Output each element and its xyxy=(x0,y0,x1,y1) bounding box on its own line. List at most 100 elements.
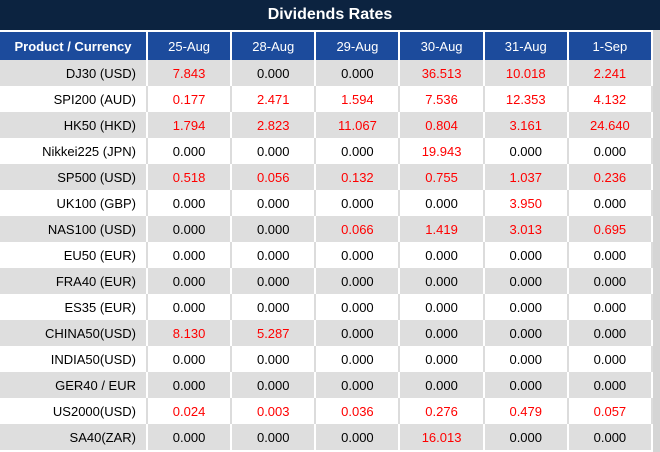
value-cell: 0.003 xyxy=(232,398,317,424)
table-row: US2000(USD) 0.024 0.003 0.036 0.276 0.479 0.05… xyxy=(0,398,653,424)
value-cell: 1.594 xyxy=(316,86,401,112)
value-cell: 0.000 xyxy=(316,424,401,450)
value-cell: 12.353 xyxy=(485,86,569,112)
column-header-date: 28-Aug xyxy=(232,32,317,60)
product-cell: Nikkei225 (JPN) xyxy=(0,138,148,164)
table-row: HK50 (HKD) 1.794 2.823 11.067 0.804 3.161 24.6… xyxy=(0,112,653,138)
value-cell: 0.000 xyxy=(316,268,401,294)
product-cell: SA40(ZAR) xyxy=(0,424,148,450)
value-cell: 5.287 xyxy=(232,320,317,346)
value-cell: 11.067 xyxy=(316,112,401,138)
value-cell: 0.000 xyxy=(316,294,401,320)
value-cell: 0.000 xyxy=(400,320,485,346)
value-cell: 10.018 xyxy=(485,60,569,86)
value-cell: 0.000 xyxy=(569,424,653,450)
product-cell: HK50 (HKD) xyxy=(0,112,148,138)
value-cell: 0.236 xyxy=(569,164,653,190)
value-cell: 16.013 xyxy=(400,424,485,450)
value-cell: 0.804 xyxy=(400,112,485,138)
value-cell: 0.000 xyxy=(485,346,569,372)
value-cell: 0.000 xyxy=(400,268,485,294)
table-body: DJ30 (USD) 7.843 0.000 0.000 36.513 10.018 2.2… xyxy=(0,60,653,450)
title-separator xyxy=(0,30,660,32)
value-cell: 4.132 xyxy=(569,86,653,112)
table-row: UK100 (GBP) 0.000 0.000 0.000 0.000 3.950 0.00… xyxy=(0,190,653,216)
value-cell: 0.000 xyxy=(485,372,569,398)
value-cell: 0.000 xyxy=(485,294,569,320)
value-cell: 0.755 xyxy=(400,164,485,190)
value-cell: 0.000 xyxy=(232,294,317,320)
value-cell: 0.276 xyxy=(400,398,485,424)
right-gutter xyxy=(653,30,660,452)
value-cell: 0.000 xyxy=(316,242,401,268)
value-cell: 0.000 xyxy=(316,60,401,86)
product-cell: FRA40 (EUR) xyxy=(0,268,148,294)
table-row: SP500 (USD) 0.518 0.056 0.132 0.755 1.037 0.23… xyxy=(0,164,653,190)
value-cell: 0.000 xyxy=(148,372,233,398)
value-cell: 0.132 xyxy=(316,164,401,190)
column-header-date: 30-Aug xyxy=(400,32,485,60)
table-header-row: Product / Currency 25-Aug 28-Aug 29-Aug 30-… xyxy=(0,32,653,60)
value-cell: 0.000 xyxy=(569,372,653,398)
value-cell: 0.000 xyxy=(569,268,653,294)
value-cell: 0.000 xyxy=(232,424,317,450)
value-cell: 0.000 xyxy=(400,190,485,216)
column-header-product: Product / Currency xyxy=(0,32,148,60)
value-cell: 7.843 xyxy=(148,60,233,86)
value-cell: 0.000 xyxy=(569,242,653,268)
table-row: FRA40 (EUR) 0.000 0.000 0.000 0.000 0.000 0.00… xyxy=(0,268,653,294)
value-cell: 8.130 xyxy=(148,320,233,346)
table-row: DJ30 (USD) 7.843 0.000 0.000 36.513 10.018 2.2… xyxy=(0,60,653,86)
value-cell: 0.000 xyxy=(232,268,317,294)
value-cell: 0.000 xyxy=(232,138,317,164)
value-cell: 0.000 xyxy=(316,320,401,346)
column-header-date: 29-Aug xyxy=(316,32,401,60)
value-cell: 0.000 xyxy=(485,424,569,450)
title-bar: Dividends Rates xyxy=(0,0,660,30)
value-cell: 0.000 xyxy=(569,320,653,346)
product-cell: DJ30 (USD) xyxy=(0,60,148,86)
column-header-date: 25-Aug xyxy=(148,32,233,60)
page-title: Dividends Rates xyxy=(267,6,393,23)
value-cell: 0.000 xyxy=(485,320,569,346)
value-cell: 2.471 xyxy=(232,86,317,112)
product-cell: GER40 / EUR xyxy=(0,372,148,398)
table-row: CHINA50(USD) 8.130 5.287 0.000 0.000 0.000 0.0… xyxy=(0,320,653,346)
table-row: ES35 (EUR) 0.000 0.000 0.000 0.000 0.000 0.000 xyxy=(0,294,653,320)
value-cell: 0.000 xyxy=(400,346,485,372)
value-cell: 0.000 xyxy=(400,372,485,398)
value-cell: 0.000 xyxy=(148,190,233,216)
value-cell: 0.000 xyxy=(569,346,653,372)
product-cell: US2000(USD) xyxy=(0,398,148,424)
value-cell: 0.000 xyxy=(232,372,317,398)
value-cell: 0.479 xyxy=(485,398,569,424)
value-cell: 1.794 xyxy=(148,112,233,138)
value-cell: 0.000 xyxy=(148,346,233,372)
value-cell: 0.000 xyxy=(316,372,401,398)
table-row: NAS100 (USD) 0.000 0.000 0.066 1.419 3.013 0.6… xyxy=(0,216,653,242)
value-cell: 0.000 xyxy=(400,294,485,320)
table-row: GER40 / EUR 0.000 0.000 0.000 0.000 0.000 0.00… xyxy=(0,372,653,398)
value-cell: 19.943 xyxy=(400,138,485,164)
table-row: Nikkei225 (JPN) 0.000 0.000 0.000 19.943 0.00… xyxy=(0,138,653,164)
value-cell: 0.000 xyxy=(485,138,569,164)
value-cell: 0.000 xyxy=(232,346,317,372)
value-cell: 0.066 xyxy=(316,216,401,242)
value-cell: 0.000 xyxy=(148,294,233,320)
value-cell: 2.823 xyxy=(232,112,317,138)
value-cell: 0.000 xyxy=(148,216,233,242)
value-cell: 1.037 xyxy=(485,164,569,190)
product-cell: EU50 (EUR) xyxy=(0,242,148,268)
value-cell: 3.013 xyxy=(485,216,569,242)
value-cell: 0.000 xyxy=(232,190,317,216)
value-cell: 0.000 xyxy=(569,190,653,216)
product-cell: INDIA50(USD) xyxy=(0,346,148,372)
table-row: INDIA50(USD) 0.000 0.000 0.000 0.000 0.000 0.0… xyxy=(0,346,653,372)
column-header-date: 1-Sep xyxy=(569,32,653,60)
value-cell: 0.000 xyxy=(148,242,233,268)
value-cell: 0.000 xyxy=(148,268,233,294)
value-cell: 0.695 xyxy=(569,216,653,242)
value-cell: 0.000 xyxy=(316,138,401,164)
value-cell: 0.000 xyxy=(148,424,233,450)
value-cell: 0.000 xyxy=(148,138,233,164)
